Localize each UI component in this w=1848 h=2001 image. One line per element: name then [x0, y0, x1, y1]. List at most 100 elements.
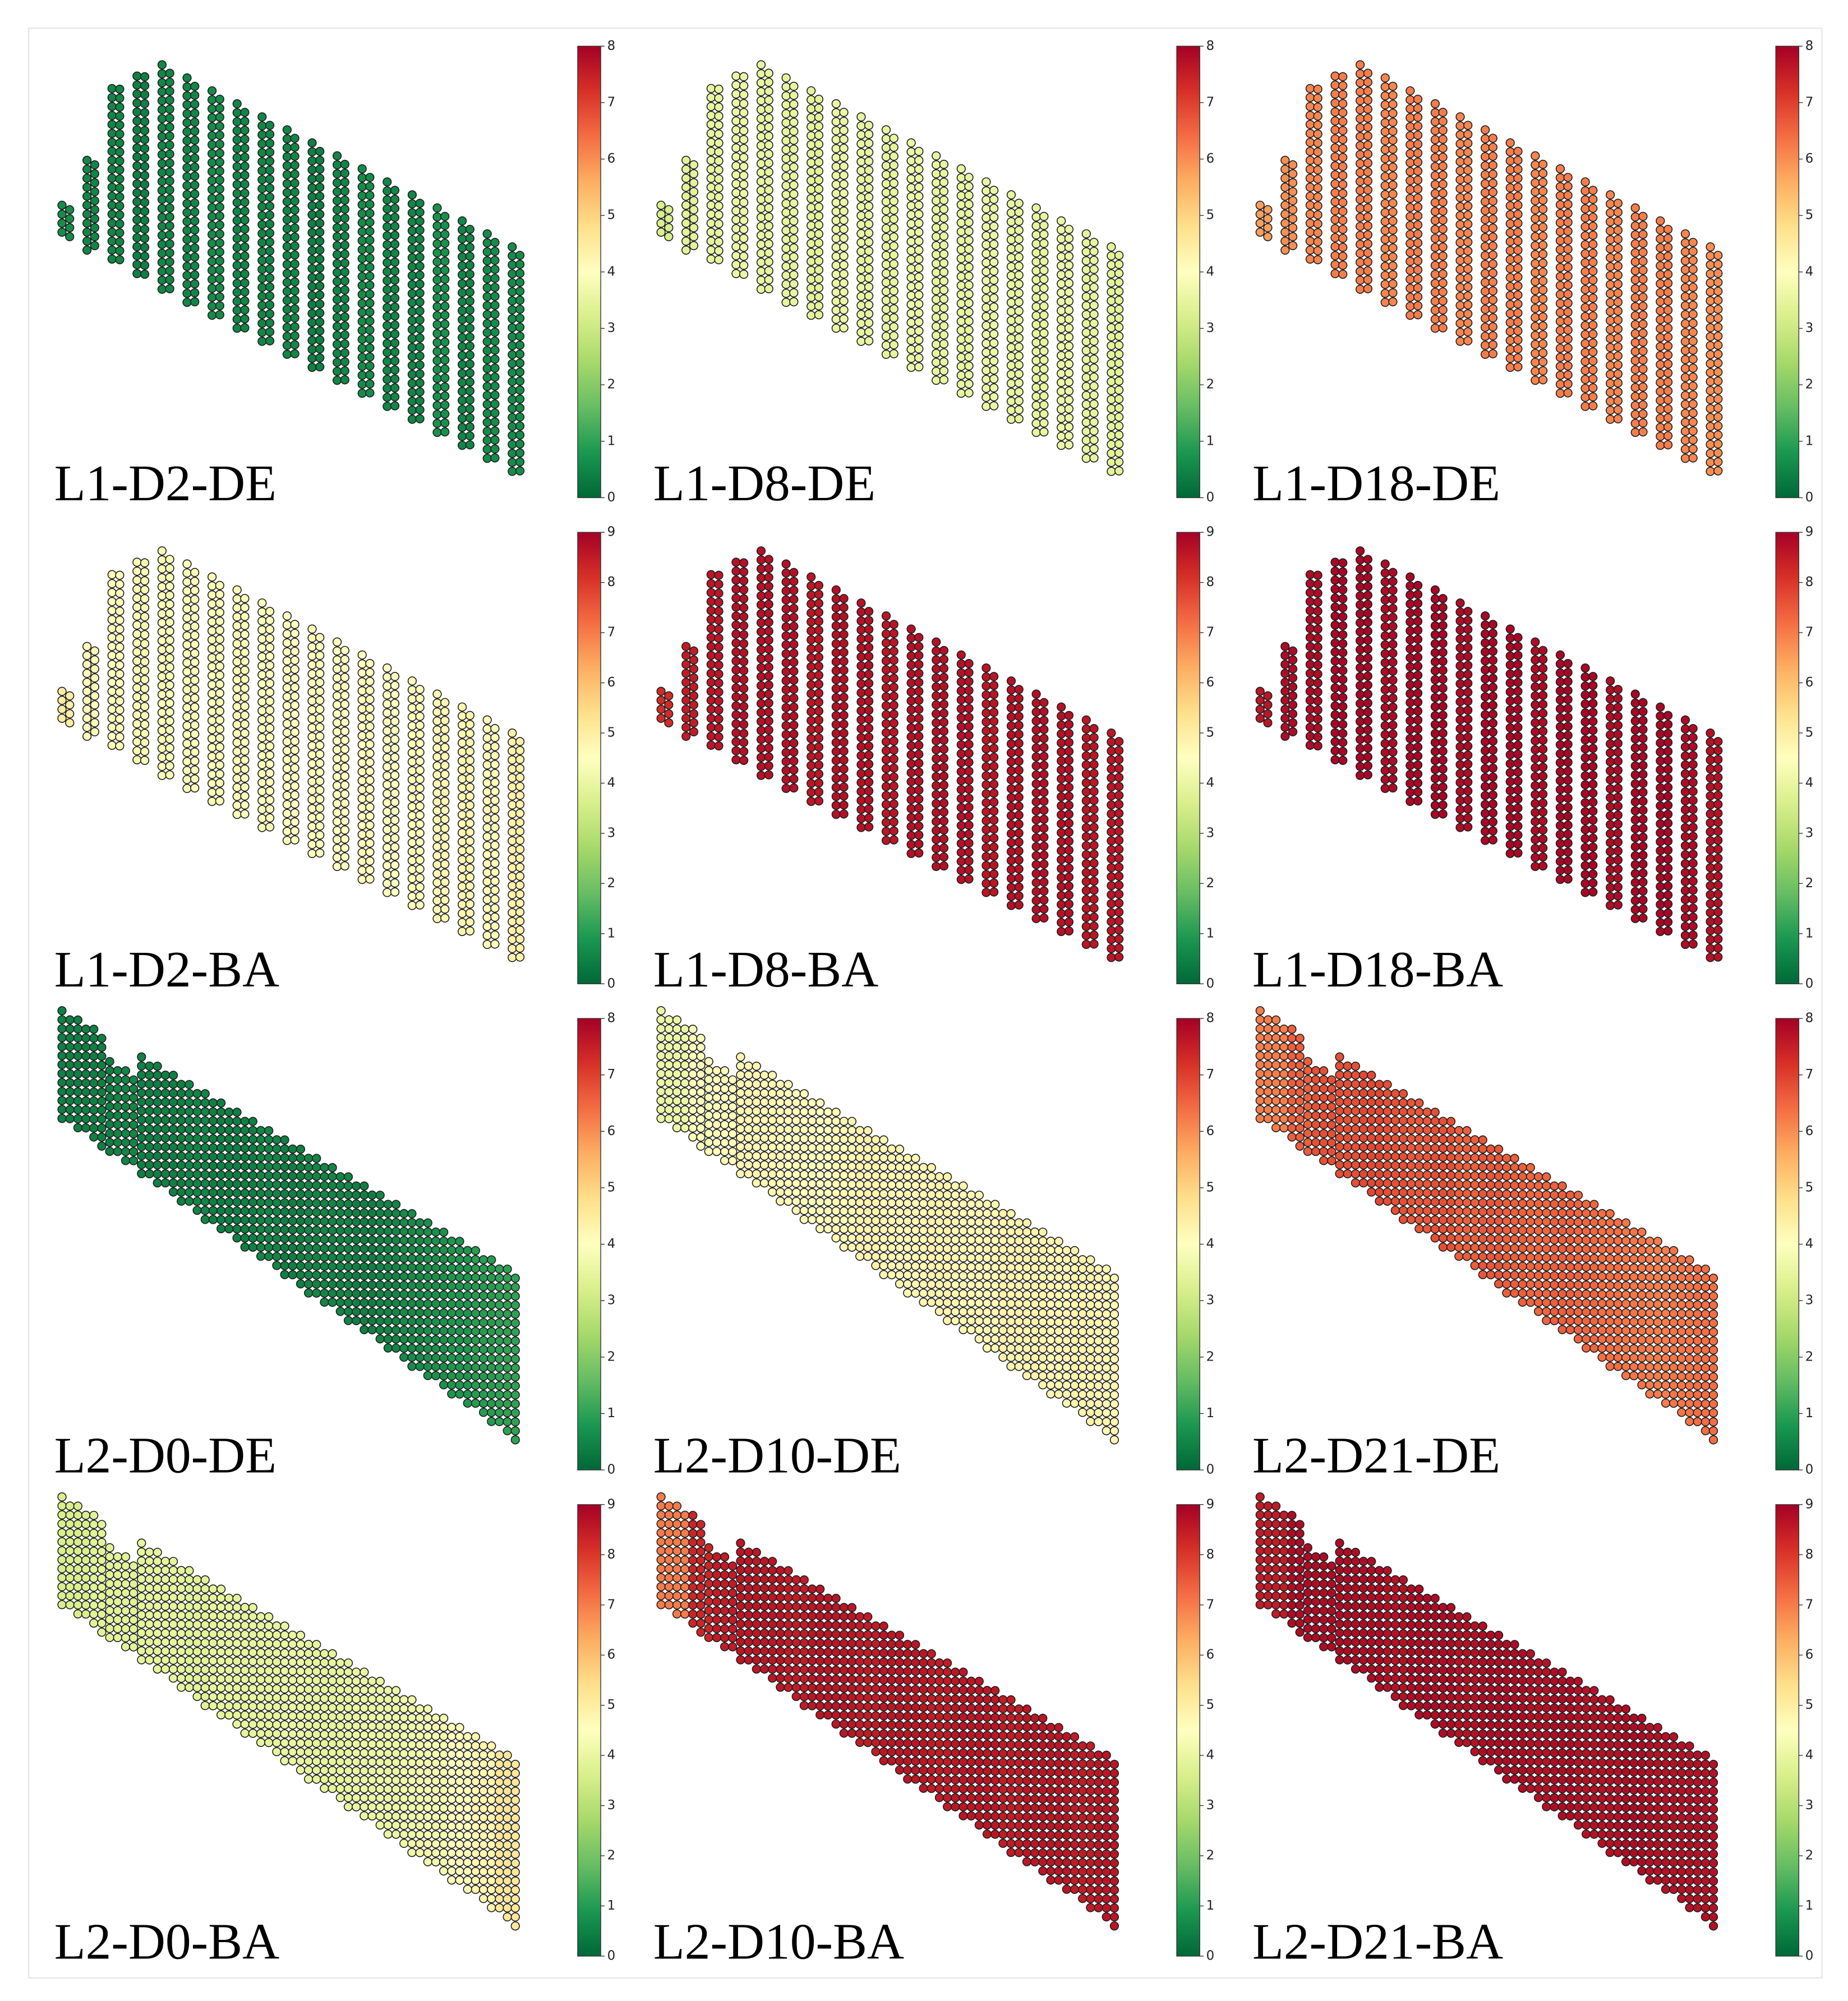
spot [232, 755, 242, 766]
spot [1338, 242, 1348, 252]
spot [989, 753, 999, 762]
spot [1081, 787, 1091, 796]
spot [1114, 403, 1124, 413]
spot [1680, 427, 1690, 436]
spot [232, 162, 242, 172]
spot [165, 743, 174, 753]
spot [1280, 713, 1290, 723]
spot [90, 718, 99, 727]
spot [1363, 104, 1372, 114]
spot [1706, 395, 1715, 404]
spot [490, 742, 500, 751]
spot [1713, 340, 1723, 350]
spot [781, 172, 791, 182]
spot [57, 209, 67, 219]
spot [165, 185, 174, 195]
spot [756, 663, 766, 672]
spot [964, 695, 974, 704]
spot [132, 557, 142, 567]
spot [315, 821, 325, 831]
spot [706, 642, 716, 651]
spot [964, 668, 974, 677]
spot [1356, 87, 1365, 96]
spot [1363, 564, 1372, 573]
spot [365, 236, 375, 245]
spot [457, 270, 467, 280]
spot [1006, 325, 1016, 334]
spot [65, 223, 75, 233]
spot [814, 706, 824, 716]
spot [1405, 760, 1415, 771]
spot [1006, 766, 1016, 776]
spot [856, 625, 866, 635]
spot [1057, 828, 1066, 837]
spot [407, 757, 417, 767]
spot [457, 440, 467, 450]
spot [1057, 900, 1066, 910]
spot [1330, 215, 1340, 224]
spot [315, 317, 325, 327]
spot [115, 705, 125, 715]
colorbar-tick-label: 6 [607, 675, 616, 690]
spot [1656, 351, 1665, 361]
colorbar-tick-label: 3 [1805, 321, 1814, 335]
spot [232, 594, 242, 604]
spot [432, 266, 442, 275]
spot [1057, 386, 1066, 396]
spot [165, 113, 174, 123]
spot [1380, 658, 1390, 667]
spot [1388, 621, 1398, 631]
spot [981, 240, 991, 250]
spot [365, 686, 375, 695]
spot [282, 773, 292, 782]
spot [265, 291, 275, 301]
spot [839, 737, 849, 747]
spot [490, 805, 500, 814]
spot [739, 99, 749, 108]
spot [1713, 322, 1723, 332]
spot [831, 180, 841, 190]
spot [382, 717, 392, 727]
spot [440, 328, 450, 338]
spot [332, 276, 342, 287]
spot [1089, 363, 1099, 373]
spot [689, 223, 699, 233]
spot [1455, 697, 1465, 707]
spot [814, 185, 824, 194]
spot [415, 288, 425, 298]
spot [1031, 887, 1041, 896]
spot [1039, 796, 1049, 806]
spot [956, 847, 966, 857]
spot [1114, 376, 1124, 386]
spot [714, 129, 723, 139]
spot [140, 269, 150, 279]
spot [839, 746, 849, 756]
colorbar-tick-label: 3 [1206, 321, 1215, 335]
spot [407, 892, 417, 901]
spot [1363, 680, 1372, 690]
spot [1413, 643, 1423, 653]
spot [1555, 200, 1565, 210]
spot [282, 206, 292, 215]
spot [407, 874, 417, 883]
spot [1388, 108, 1398, 118]
spot [932, 367, 941, 376]
spot [440, 725, 450, 734]
spot [856, 229, 866, 238]
spot [807, 778, 816, 789]
spot [1463, 300, 1473, 310]
spot [1438, 675, 1448, 684]
spot [382, 870, 392, 879]
spot [432, 725, 442, 735]
spot [340, 699, 349, 709]
spot [307, 326, 317, 336]
spot [1606, 379, 1615, 388]
spot [1430, 279, 1440, 288]
spot [140, 260, 150, 270]
spot [240, 809, 250, 819]
spot [1107, 440, 1116, 449]
spot [1505, 651, 1515, 661]
spot [90, 160, 99, 170]
spot [382, 312, 392, 321]
